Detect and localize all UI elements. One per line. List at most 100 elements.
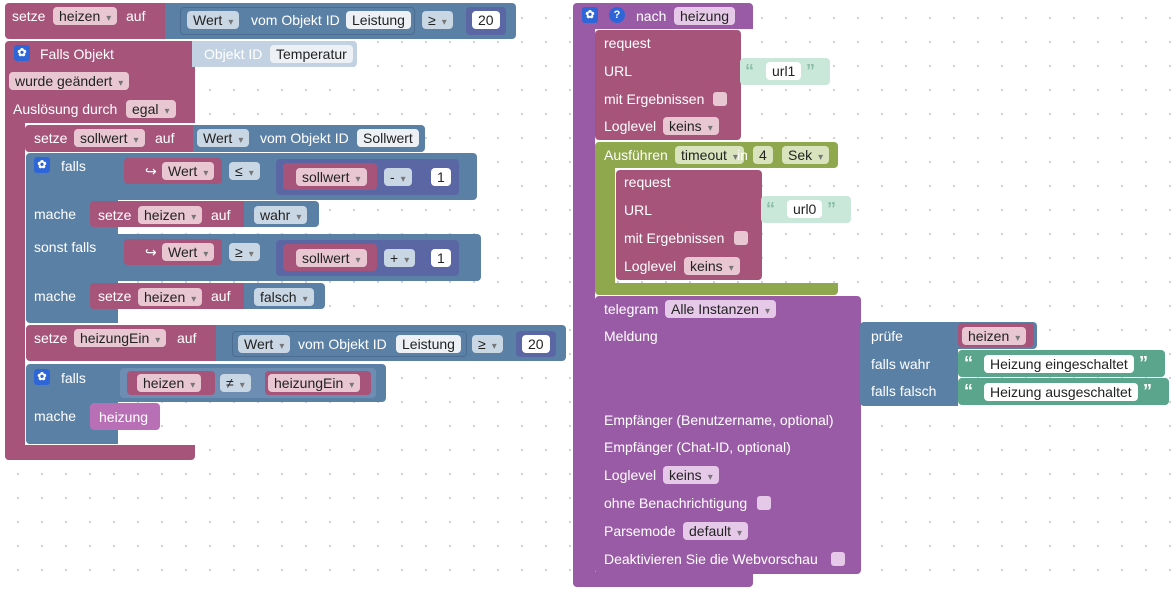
loglevel-label: Loglevel [604, 467, 657, 483]
auf-label: auf [177, 330, 197, 346]
ternary-block[interactable] [860, 322, 958, 406]
compare-operator[interactable]: ≥ [229, 243, 260, 261]
var-dropdown[interactable]: sollwert [74, 129, 145, 147]
setze-label: setze [98, 207, 132, 223]
in-label: in [737, 147, 748, 163]
trigger-block-spine [5, 123, 25, 460]
text-value-on[interactable]: Heizung eingeschaltet [984, 355, 1134, 373]
wert-dropdown[interactable]: Wert [197, 129, 250, 147]
url-value[interactable]: url0 [787, 200, 823, 218]
timeout-number-field[interactable]: 4 [753, 146, 773, 164]
mit-ergebnissen-label: mit Ergebnissen [604, 91, 705, 107]
timeout-block-bottom [595, 283, 838, 295]
operator-dropdown[interactable]: ≥ [472, 335, 503, 353]
loglevel-dropdown[interactable]: keins [663, 466, 719, 484]
gear-icon[interactable]: ✿ [34, 369, 50, 385]
ohne-benachrichtigung-label: ohne Benachrichtigung [604, 495, 748, 511]
gear-icon[interactable]: ✿ [582, 7, 598, 23]
setze-label: setze [12, 8, 46, 24]
text-value-off[interactable]: Heizung ausgeschaltet [984, 383, 1138, 401]
falls-label: falls [61, 158, 86, 174]
url-label: URL [604, 63, 633, 79]
mit-ergebnissen-checkbox[interactable] [713, 92, 727, 106]
wert-dropdown[interactable]: Wert [162, 162, 215, 180]
if-block-2-bottom [26, 430, 118, 444]
ausloesung-dropdown[interactable]: egal [126, 100, 176, 118]
number-field[interactable]: 20 [522, 335, 550, 353]
loglevel-dropdown[interactable]: keins [663, 117, 719, 135]
quote-open: “ [766, 199, 775, 219]
loglevel-dropdown[interactable]: keins [684, 257, 740, 275]
url-label: URL [624, 202, 653, 218]
ohne-benachrichtigung-checkbox[interactable] [757, 496, 771, 510]
help-icon[interactable]: ? [609, 7, 625, 23]
math-operator[interactable]: - [384, 168, 412, 186]
number-field[interactable]: 1 [431, 249, 451, 267]
changed-dropdown[interactable]: wurde geändert [9, 72, 130, 90]
var-dropdown[interactable]: sollwert [296, 168, 367, 186]
webvorschau-checkbox[interactable] [831, 552, 845, 566]
quote-open: “ [745, 61, 754, 81]
auf-label: auf [211, 207, 231, 223]
return-arrow-icon: ↪ [145, 163, 157, 179]
quote-close: ” [1139, 353, 1148, 373]
var-dropdown[interactable]: heizungEin [74, 329, 167, 347]
trigger-title: Falls Objekt [40, 46, 114, 62]
object-id-field[interactable]: Leistung [396, 335, 461, 353]
instance-dropdown[interactable]: Alle Instanzen [665, 300, 776, 318]
auf-label: auf [211, 288, 231, 304]
function-block-spine [573, 29, 595, 577]
nach-label: nach [636, 8, 667, 24]
number-field[interactable]: 1 [431, 168, 451, 186]
number-field[interactable]: 20 [472, 11, 500, 29]
auf-label: auf [155, 130, 175, 146]
timeout-mode-dropdown[interactable]: timeout [675, 146, 744, 164]
var-dropdown[interactable]: heizen [53, 7, 118, 25]
parsemode-dropdown[interactable]: default [683, 522, 749, 540]
var-dropdown[interactable]: sollwert [296, 249, 367, 267]
wert-dropdown[interactable]: Wert [162, 243, 215, 261]
ausfuehren-label: Ausführen [604, 147, 668, 163]
gear-icon[interactable]: ✿ [14, 45, 30, 61]
vom-objekt-label: vom Objekt ID [260, 130, 349, 146]
vom-objekt-label: vom Objekt ID [251, 12, 340, 28]
falls-label: falls [61, 370, 86, 386]
math-operator[interactable]: + [384, 249, 416, 267]
quote-open: “ [964, 381, 973, 401]
mit-ergebnissen-checkbox[interactable] [734, 231, 748, 245]
mache-label: mache [34, 206, 77, 222]
empfaenger-username-label: Empfänger (Benutzername, optional) [604, 412, 834, 428]
loglevel-label: Loglevel [604, 118, 657, 134]
call-heizung-block[interactable] [90, 403, 160, 430]
compare-operator[interactable]: ≠ [220, 374, 251, 392]
trigger-object-id[interactable]: Temperatur [270, 45, 353, 63]
timeout-unit-dropdown[interactable]: Sek [782, 146, 830, 164]
wert-dropdown[interactable]: Wert [187, 11, 240, 29]
function-name-field[interactable]: heizung [674, 7, 736, 25]
var-dropdown[interactable]: heizungEin [268, 374, 361, 392]
var-dropdown[interactable]: heizen [962, 327, 1027, 345]
mit-ergebnissen-label: mit Ergebnissen [624, 230, 725, 246]
var-dropdown[interactable]: heizen [138, 206, 203, 224]
bool-dropdown[interactable]: falsch [254, 288, 314, 306]
return-arrow-icon: ↪ [145, 244, 157, 260]
bool-dropdown[interactable]: wahr [254, 206, 308, 224]
url-value[interactable]: url1 [766, 62, 802, 80]
mache-label: mache [34, 288, 77, 304]
auf-label: auf [126, 8, 146, 24]
wert-dropdown[interactable]: Wert [238, 335, 291, 353]
operator-dropdown[interactable]: ≥ [422, 11, 453, 29]
meldung-label: Meldung [604, 328, 658, 344]
telegram-label: telegram [604, 301, 659, 317]
var-dropdown[interactable]: heizen [137, 374, 202, 392]
object-id-field[interactable]: Sollwert [357, 129, 419, 147]
setze-label: setze [34, 330, 68, 346]
webvorschau-label: Deaktivieren Sie die Webvorschau [604, 551, 818, 567]
object-id-field[interactable]: Leistung [346, 11, 411, 29]
sonst-falls-label: sonst falls [34, 239, 97, 255]
compare-operator[interactable]: ≤ [229, 162, 260, 180]
var-dropdown[interactable]: heizen [138, 288, 203, 306]
gear-icon[interactable]: ✿ [34, 157, 50, 173]
ausloesung-label: Auslösung durch [13, 101, 118, 117]
